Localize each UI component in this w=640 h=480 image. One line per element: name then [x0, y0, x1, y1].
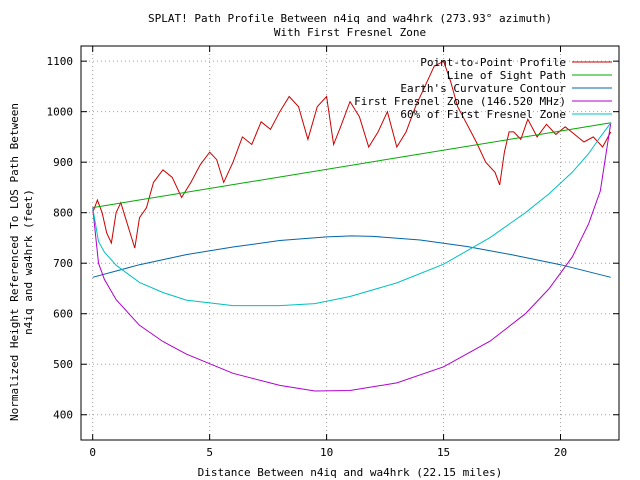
y-tick-label: 900: [53, 156, 73, 169]
x-tick-label: 0: [89, 446, 96, 459]
series-line-point-to-point-profile: [92, 60, 612, 249]
series-lines: [92, 60, 612, 392]
y-tick-label: 500: [53, 358, 73, 371]
y-tick-label: 1000: [47, 106, 74, 119]
y-axis-label-line1: Normalized Height Referenced To LOS Path…: [8, 103, 21, 421]
legend-label: Point-to-Point Profile: [420, 56, 566, 69]
y-axis-label-line2: n4iq and wa4hrk (feet): [22, 189, 35, 335]
y-tick-label: 700: [53, 257, 73, 270]
legend-label: Line of Sight Path: [447, 69, 566, 82]
x-tick-label: 10: [320, 446, 333, 459]
x-tick-label: 15: [437, 446, 450, 459]
y-tick-label: 800: [53, 207, 73, 220]
y-tick-label: 600: [53, 308, 73, 321]
x-tick-label: 20: [554, 446, 567, 459]
legend-label: First Fresnel Zone (146.520 MHz): [354, 95, 566, 108]
chart-subtitle: With First Fresnel Zone: [274, 26, 426, 39]
x-tick-label: 5: [206, 446, 213, 459]
axis-ticks: 0 5 10 15 20 400 500 600 700 800 900 1000 1100: [47, 46, 619, 459]
plot-frame: [80, 45, 620, 441]
y-tick-label: 400: [53, 409, 73, 422]
series-line-first-fresnel-zone-146-520-mhz: [92, 122, 612, 392]
y-tick-label: 1100: [47, 55, 74, 68]
chart-title: SPLAT! Path Profile Between n4iq and wa4…: [148, 12, 552, 25]
x-axis-label: Distance Between n4iq and wa4hrk (22.15 …: [198, 466, 503, 479]
series-line-earth-s-curvature-contour: [92, 235, 611, 278]
legend-label: Earth's Curvature Contour: [400, 82, 566, 95]
legend-label: 60% of First Fresnel Zone: [400, 108, 566, 121]
series-line-line-of-sight-path: [92, 122, 611, 209]
series-line-60-of-first-fresnel-zone: [92, 122, 612, 307]
